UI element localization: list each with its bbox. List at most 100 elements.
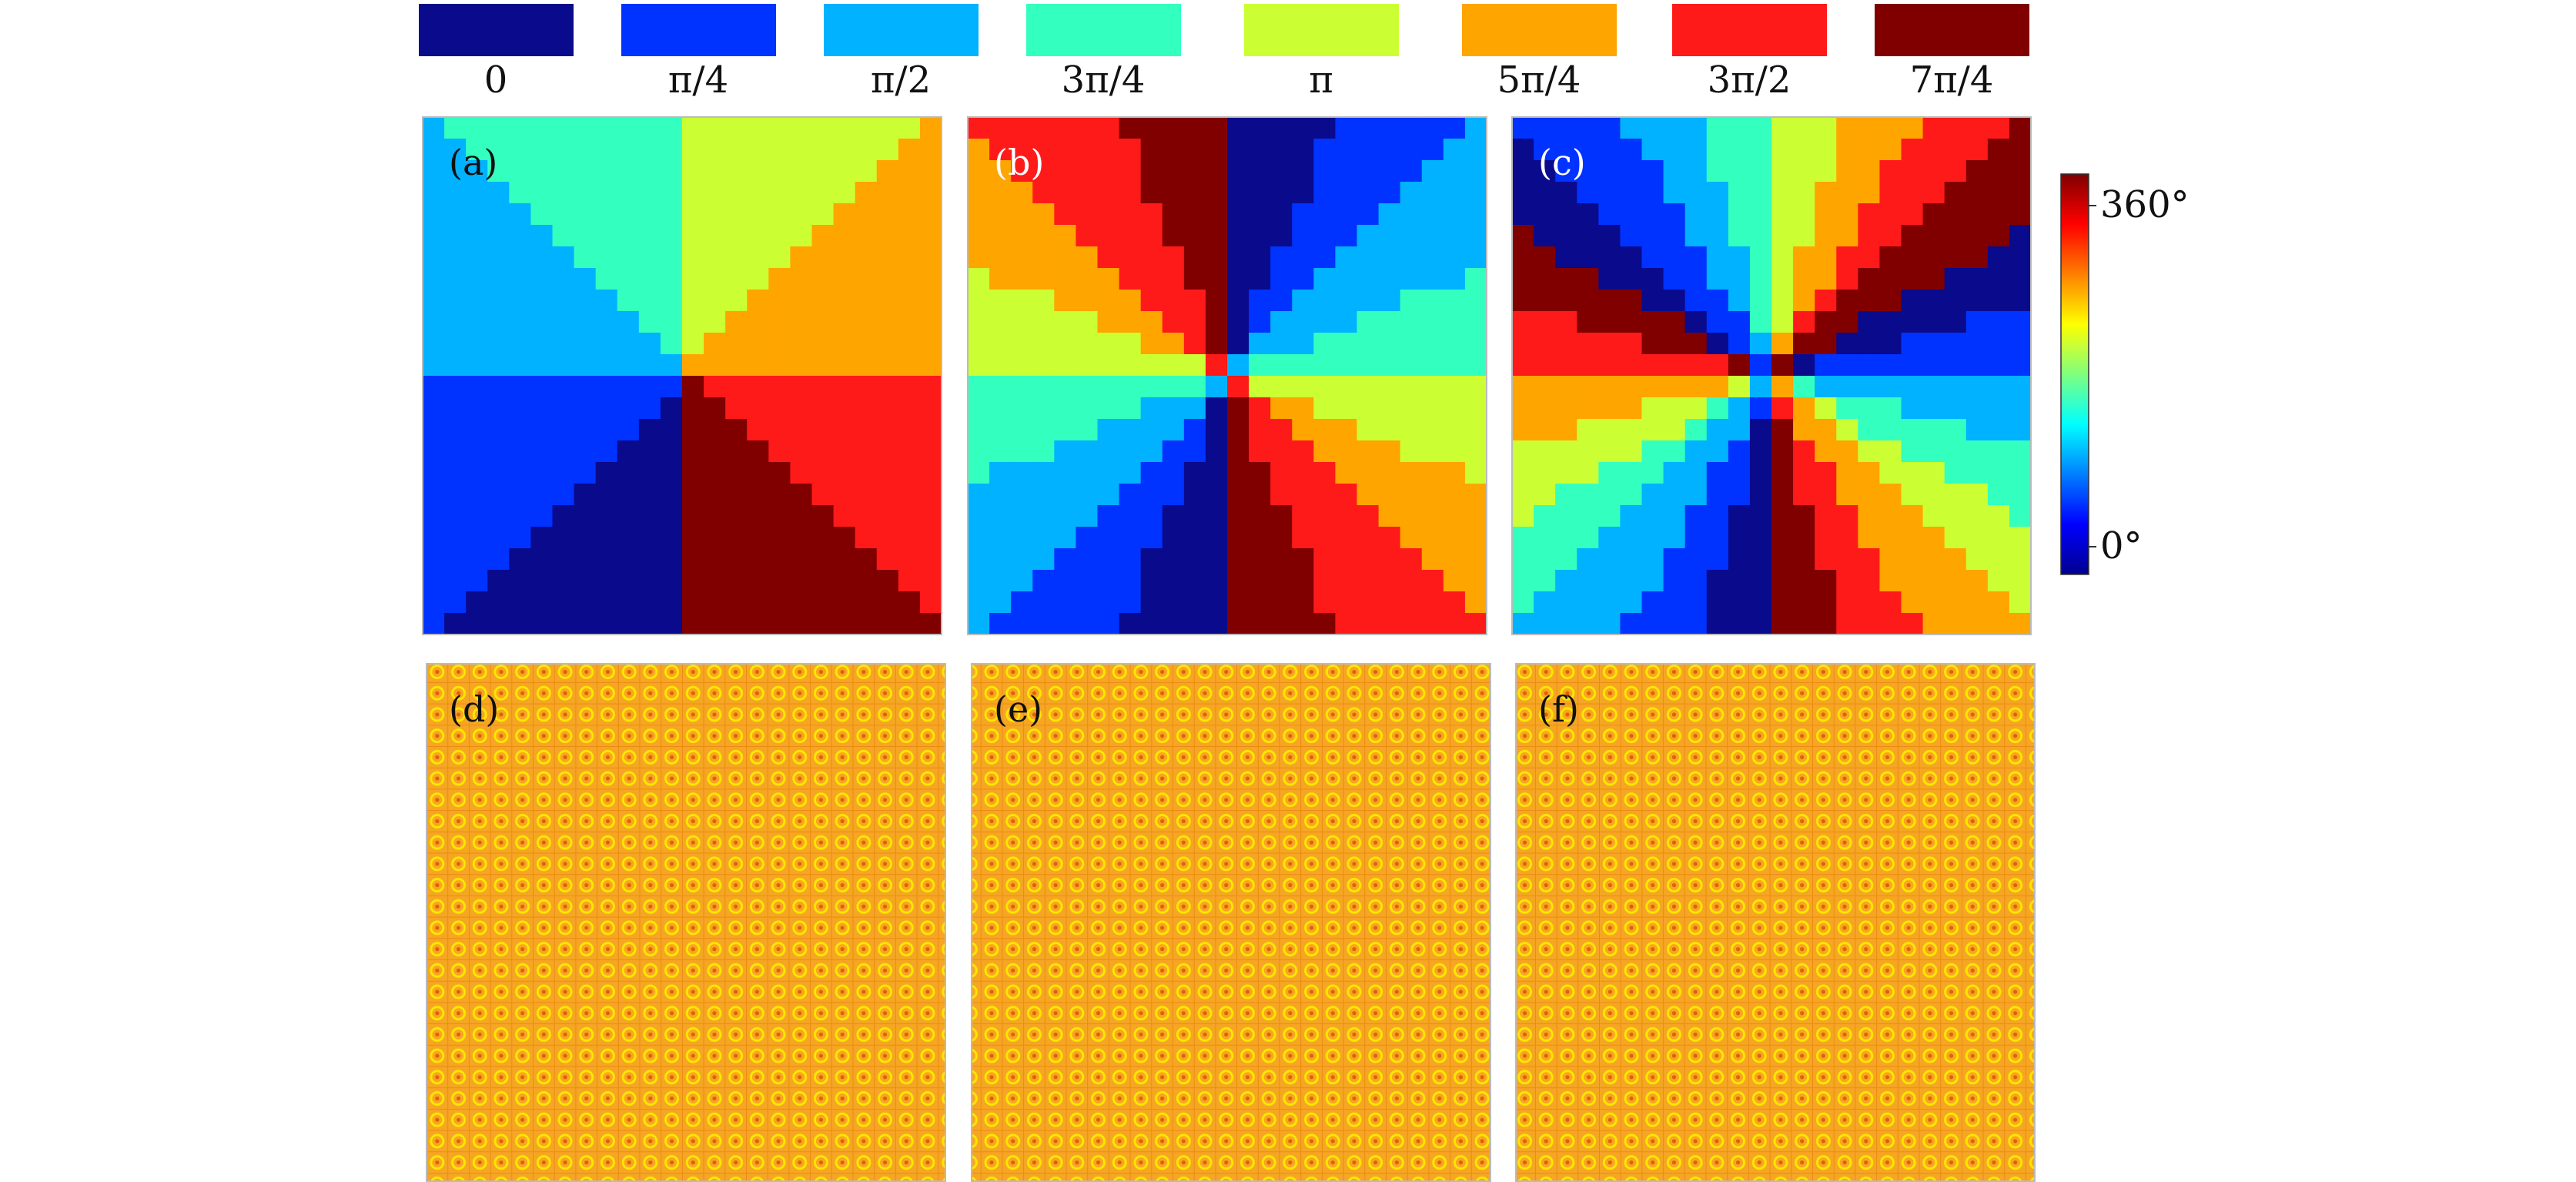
phase-cell xyxy=(1641,333,1664,355)
phase-cell xyxy=(1815,160,1837,182)
phase-cell xyxy=(1598,484,1621,506)
phase-cell xyxy=(1011,505,1033,527)
phase-cell xyxy=(1598,354,1621,377)
phase-cell xyxy=(1097,246,1120,269)
phase-cell xyxy=(444,117,467,139)
phase-cell xyxy=(1249,591,1271,614)
phase-cell xyxy=(1771,354,1794,377)
phase-cell xyxy=(1292,182,1314,204)
phase-cell xyxy=(552,548,575,571)
phase-cell xyxy=(1054,268,1077,290)
phase-cell xyxy=(1749,591,1772,614)
phase-cell xyxy=(876,462,899,484)
phase-cell xyxy=(919,333,942,355)
phase-cell xyxy=(876,354,899,377)
phase-cell xyxy=(768,591,791,614)
phase-panel-a-frame xyxy=(422,116,942,635)
phase-cell xyxy=(790,591,813,614)
phase-cell xyxy=(1512,376,1534,398)
phase-cell xyxy=(1555,290,1577,312)
phase-cell xyxy=(1335,397,1358,420)
phase-cell xyxy=(1357,246,1380,269)
phase-cell xyxy=(1357,397,1380,420)
phase-cell xyxy=(1032,376,1055,398)
phase-cell xyxy=(876,182,899,204)
phase-cell xyxy=(768,484,791,506)
phase-cell xyxy=(1011,117,1033,139)
phase-cell xyxy=(1313,246,1337,269)
phase-cell xyxy=(1249,484,1271,506)
phase-cell xyxy=(617,440,640,463)
phase-cell xyxy=(898,484,921,506)
legend-label-0: 0 xyxy=(484,59,508,102)
phase-cell xyxy=(444,397,467,420)
phase-cell xyxy=(1400,268,1423,290)
phase-cell xyxy=(1684,268,1708,290)
colorbar-max-label: 360° xyxy=(2100,183,2190,226)
phase-cell xyxy=(790,160,813,182)
phase-cell xyxy=(811,139,835,161)
phase-cell xyxy=(790,333,813,355)
phase-cell xyxy=(509,354,532,377)
phase-cell xyxy=(1183,139,1206,161)
phase-cell xyxy=(1793,203,1815,226)
phase-cell xyxy=(1464,117,1487,139)
phase-cell xyxy=(968,182,990,204)
phase-cell xyxy=(833,505,856,527)
phase-cell xyxy=(833,613,856,635)
phase-cell xyxy=(898,419,921,441)
phase-cell xyxy=(1357,419,1380,441)
phase-cell xyxy=(1313,462,1337,484)
phase-cell xyxy=(1011,613,1033,635)
phase-cell xyxy=(1793,225,1815,247)
phase-cell xyxy=(617,117,640,139)
phase-cell xyxy=(1292,225,1314,247)
phase-cell xyxy=(1771,505,1794,527)
phase-cell xyxy=(1183,527,1206,549)
phase-cell xyxy=(509,548,532,571)
phase-cell xyxy=(1119,139,1142,161)
phase-cell xyxy=(1922,182,1945,204)
phase-cell xyxy=(1249,225,1271,247)
panel-label-e: (e) xyxy=(994,688,1042,730)
phase-cell xyxy=(530,290,554,312)
phase-cell xyxy=(704,203,726,226)
phase-cell xyxy=(855,484,878,506)
legend-swatch-3pi-4 xyxy=(1026,4,1181,56)
phase-cell xyxy=(595,440,618,463)
phase-cell xyxy=(444,462,467,484)
phase-cell xyxy=(747,117,769,139)
phase-cell xyxy=(617,397,640,420)
phase-cell xyxy=(423,591,445,614)
phase-cell xyxy=(509,462,532,484)
phase-cell xyxy=(1032,160,1055,182)
phase-cell xyxy=(1162,246,1185,269)
phase-cell xyxy=(638,376,661,398)
phase-cell xyxy=(855,117,878,139)
phase-cell xyxy=(1097,484,1120,506)
phase-cell xyxy=(1249,290,1271,312)
phase-cell xyxy=(747,505,769,527)
phase-cell xyxy=(1858,376,1881,398)
phase-cell xyxy=(1292,246,1314,269)
phase-cell xyxy=(1270,182,1293,204)
phase-cell xyxy=(1879,527,1902,549)
phase-cell xyxy=(574,139,597,161)
phase-cell xyxy=(1378,246,1401,269)
phase-cell xyxy=(1227,203,1250,226)
phase-cell xyxy=(617,484,640,506)
phase-cell xyxy=(1032,570,1055,592)
phase-cell xyxy=(1728,354,1751,377)
phase-cell xyxy=(1944,397,1967,420)
phase-cell xyxy=(466,311,488,333)
phase-cell xyxy=(1205,505,1228,527)
phase-cell xyxy=(1728,548,1751,571)
phase-cell xyxy=(1771,484,1794,506)
phase-cell xyxy=(968,160,990,182)
phase-cell xyxy=(1793,139,1815,161)
phase-cell xyxy=(968,527,990,549)
phase-cell xyxy=(1378,354,1401,377)
phase-cell xyxy=(1378,160,1401,182)
phase-cell xyxy=(1641,311,1664,333)
phase-cell xyxy=(1032,354,1055,377)
